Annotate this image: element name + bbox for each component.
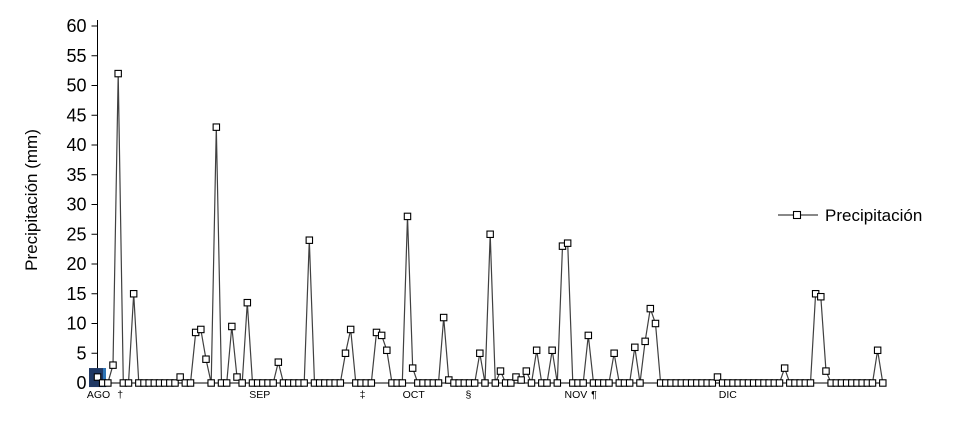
series-line[interactable] [97,73,884,386]
data-point-marker[interactable] [202,355,210,363]
selected-point-highlight-edge [103,368,106,388]
legend-marker-sample [792,210,802,220]
data-point-marker[interactable] [408,364,417,372]
y-tick-label: 10 [66,314,86,334]
data-point-marker[interactable] [868,379,877,387]
data-point-marker[interactable] [553,379,562,387]
data-point-marker[interactable] [114,69,122,78]
y-tick-label: 45 [66,105,86,125]
data-point-marker[interactable] [543,379,551,387]
x-axis-label: AGO [87,389,110,401]
data-point-marker[interactable] [532,346,541,355]
data-point-marker[interactable] [879,379,887,387]
data-point-marker[interactable] [481,379,489,387]
y-tick-label: 40 [66,135,86,155]
data-point-marker[interactable] [383,346,391,355]
data-point-marker[interactable] [439,313,448,322]
data-point-marker[interactable] [806,379,815,387]
data-point-marker[interactable] [300,379,308,387]
data-point-marker[interactable] [522,367,531,375]
data-point-marker[interactable] [646,304,655,313]
data-point-marker[interactable] [713,373,722,381]
data-point-marker[interactable] [207,379,215,387]
data-point-marker[interactable] [434,379,443,387]
y-tick-label: 15 [66,284,86,304]
y-tick-label: 35 [66,165,86,185]
data-point-marker[interactable] [548,346,556,355]
data-point-marker[interactable] [129,289,138,298]
data-point-marker[interactable] [346,325,355,334]
data-point-marker[interactable] [563,239,572,247]
data-point-marker[interactable] [817,292,825,301]
data-point-marker[interactable] [775,379,784,387]
y-axis-title: Precipitación (mm) [22,129,41,271]
y-tick-label: 60 [66,16,86,36]
data-point-marker[interactable] [641,337,649,346]
data-point-marker[interactable] [517,376,525,384]
data-point-marker[interactable] [496,367,505,375]
data-point-marker[interactable] [631,343,639,352]
data-point-marker[interactable] [636,379,644,387]
y-tick-label: 50 [66,76,86,96]
y-tick-label: 30 [66,195,86,215]
data-point-marker[interactable] [336,379,345,387]
data-point-marker[interactable] [222,379,231,387]
data-point-marker[interactable] [367,379,376,387]
data-point-marker[interactable] [507,379,515,387]
data-point-marker[interactable] [305,236,314,244]
data-point-marker[interactable] [403,212,412,221]
data-point-marker[interactable] [341,349,350,357]
x-axis-label: OCT [403,389,426,401]
data-point-marker[interactable] [243,298,252,307]
y-tick-label: 55 [66,46,86,66]
data-point-marker[interactable] [398,379,407,387]
y-tick-label: 5 [76,343,86,363]
data-point-marker[interactable] [197,325,205,334]
x-axis-label: DIC [719,389,738,401]
data-point-marker[interactable] [176,373,184,381]
data-point-marker[interactable] [171,379,179,387]
y-tick-label: 20 [66,254,86,274]
data-point-marker[interactable] [651,319,660,328]
data-point-marker[interactable] [476,349,484,357]
data-point-marker[interactable] [109,361,117,369]
data-point-marker[interactable] [610,349,618,357]
data-point-marker[interactable] [780,364,789,372]
data-point-marker[interactable] [486,230,494,239]
x-axis-label: § [466,389,472,401]
data-point-marker[interactable] [186,379,195,387]
data-point-marker[interactable] [377,331,386,340]
data-point-marker[interactable] [228,322,236,331]
data-point-marker[interactable] [584,331,593,340]
data-point-marker[interactable] [238,379,246,387]
data-point-marker[interactable] [527,379,536,387]
x-axis-label: SEP [249,389,270,401]
data-point-marker[interactable] [212,123,221,131]
data-point-marker[interactable] [269,379,277,387]
data-point-marker[interactable] [708,379,717,387]
data-point-marker[interactable] [104,379,112,387]
x-axis-label: ¶ [591,389,597,401]
x-axis-label: NOV [565,389,588,401]
data-point-marker[interactable] [579,379,587,387]
data-point-marker[interactable] [605,379,613,387]
x-axis-label: ‡ [360,389,366,401]
data-point-marker[interactable] [93,373,102,381]
x-axis-label: † [117,389,123,401]
data-point-marker[interactable] [470,379,479,387]
legend-label[interactable]: Precipitación [825,206,922,225]
data-point-marker[interactable] [274,358,283,366]
y-tick-label: 25 [66,224,86,244]
data-point-marker[interactable] [233,373,241,381]
data-point-marker[interactable] [491,379,500,387]
y-tick-label: 0 [76,373,86,393]
data-point-marker[interactable] [873,346,882,355]
data-point-marker[interactable] [124,379,133,387]
data-point-marker[interactable] [625,379,634,387]
data-point-marker[interactable] [822,367,830,375]
